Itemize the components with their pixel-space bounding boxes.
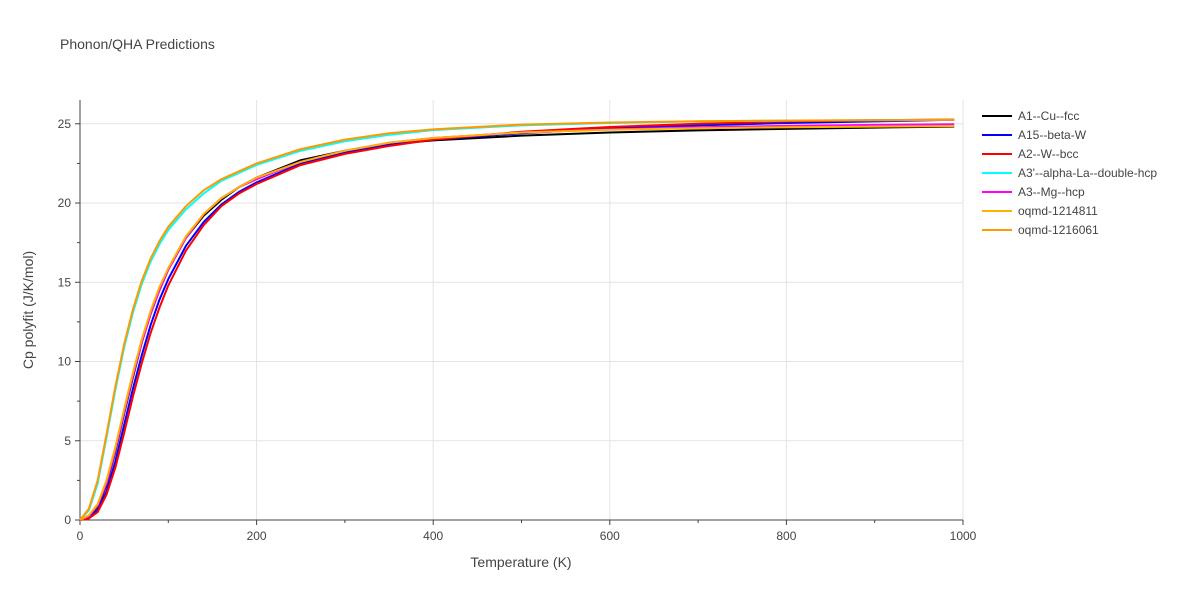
legend-swatch bbox=[982, 228, 1012, 231]
series-line-1 bbox=[79, 118, 955, 521]
y-axis-label: Cp polyfit (J/K/mol) bbox=[20, 250, 36, 370]
series-line-4 bbox=[79, 123, 955, 521]
y-tick-label: 15 bbox=[58, 275, 72, 289]
series-line-3 bbox=[79, 118, 955, 521]
y-tick-label: 0 bbox=[64, 513, 71, 527]
legend-label: A2--W--bcc bbox=[1018, 146, 1079, 161]
x-tick-label: 1000 bbox=[950, 529, 977, 543]
legend-label: A15--beta-W bbox=[1018, 127, 1087, 142]
y-tick-label: 5 bbox=[64, 434, 71, 448]
x-tick-label: 0 bbox=[77, 529, 84, 543]
series-lines bbox=[79, 118, 955, 521]
legend: A1--Cu--fcc A15--beta-W A2--W--bcc A3'--alp… bbox=[982, 106, 1157, 239]
x-tick-label: 800 bbox=[776, 529, 796, 543]
legend-item[interactable]: A1--Cu--fcc bbox=[982, 106, 1157, 125]
x-axis-label: Temperature (K) bbox=[470, 554, 572, 570]
legend-label: A3'--alpha-La--double-hcp bbox=[1018, 165, 1158, 180]
series-line-5 bbox=[79, 125, 955, 521]
legend-swatch bbox=[982, 190, 1012, 193]
y-tick-label: 10 bbox=[58, 355, 72, 369]
chart-title: Phonon/QHA Predictions bbox=[60, 36, 215, 52]
series-line-2 bbox=[79, 118, 955, 521]
x-tick-label: 200 bbox=[247, 529, 267, 543]
legend-label: A3--Mg--hcp bbox=[1018, 184, 1085, 199]
legend-swatch bbox=[982, 152, 1012, 155]
legend-swatch bbox=[982, 209, 1012, 212]
series-line-6 bbox=[79, 118, 955, 521]
legend-item[interactable]: A15--beta-W bbox=[982, 125, 1157, 144]
legend-swatch bbox=[982, 133, 1012, 136]
legend-item[interactable]: A3--Mg--hcp bbox=[982, 182, 1157, 201]
legend-item[interactable]: A2--W--bcc bbox=[982, 144, 1157, 163]
tick-labels: 0 200 400 600 800 1000 0 5 10 15 20 25 bbox=[58, 117, 977, 543]
legend-item[interactable]: oqmd-1216061 bbox=[982, 220, 1157, 239]
x-tick-label: 400 bbox=[423, 529, 443, 543]
grid-lines bbox=[80, 100, 964, 520]
x-tick-label: 600 bbox=[600, 529, 620, 543]
axes bbox=[75, 100, 964, 525]
legend-label: A1--Cu--fcc bbox=[1018, 108, 1080, 123]
y-tick-label: 25 bbox=[58, 117, 72, 131]
y-tick-label: 20 bbox=[58, 196, 72, 210]
legend-label: oqmd-1216061 bbox=[1018, 222, 1099, 237]
legend-swatch bbox=[982, 114, 1012, 117]
legend-swatch bbox=[982, 171, 1012, 174]
legend-item[interactable]: oqmd-1214811 bbox=[982, 201, 1157, 220]
legend-item[interactable]: A3'--alpha-La--double-hcp bbox=[982, 163, 1157, 182]
legend-label: oqmd-1214811 bbox=[1018, 203, 1098, 218]
